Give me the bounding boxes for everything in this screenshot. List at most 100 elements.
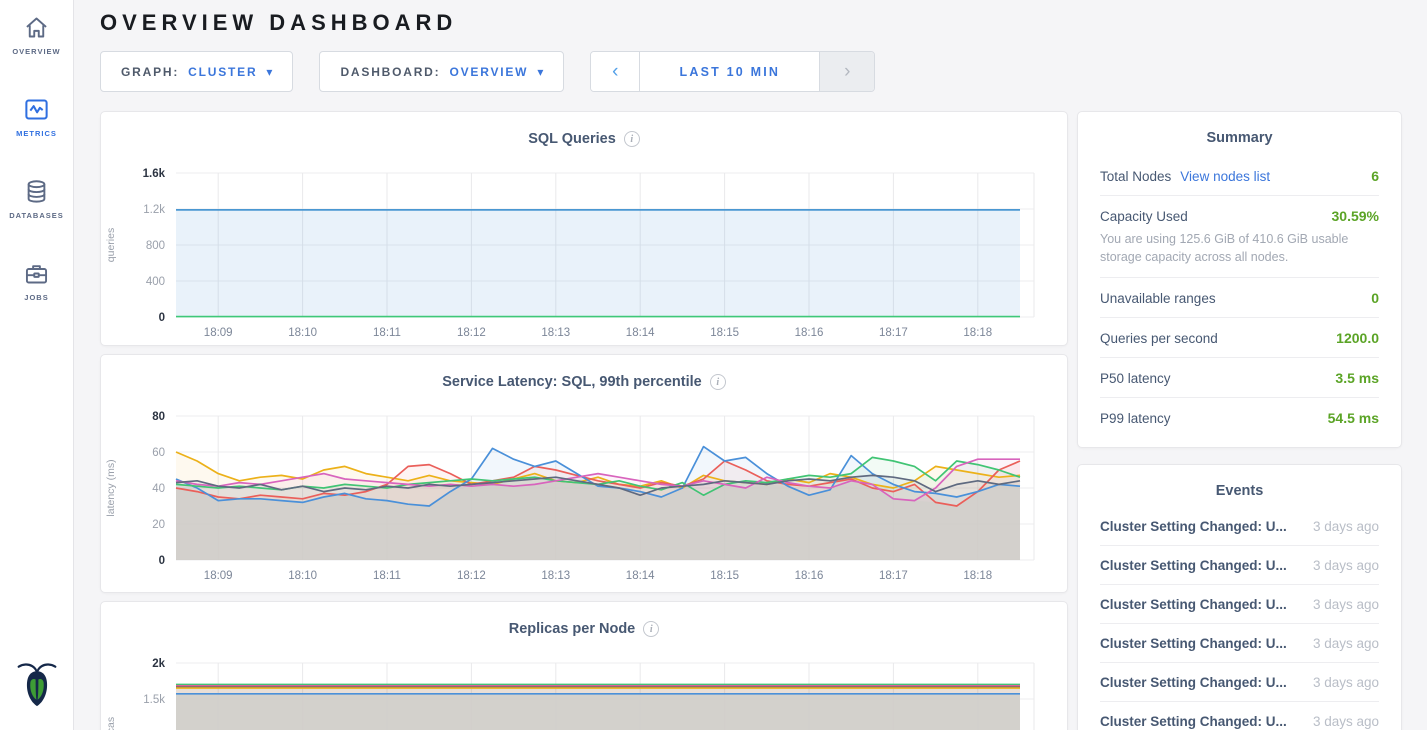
summary-row: P99 latency 54.5 ms (1100, 398, 1379, 437)
sidebar-item-overview[interactable]: OVERVIEW (9, 0, 64, 56)
time-range-selector: ‹ LAST 10 MIN › (590, 51, 876, 92)
summary-row-value: 30.59% (1331, 208, 1379, 224)
summary-row-value: 54.5 ms (1327, 410, 1379, 427)
svg-text:18:11: 18:11 (373, 327, 401, 339)
events-title: Events (1215, 483, 1264, 500)
svg-text:replicas: replicas (105, 717, 117, 730)
event-row[interactable]: Cluster Setting Changed: U... 3 days ago (1100, 507, 1379, 547)
svg-text:18:18: 18:18 (963, 570, 992, 582)
event-time: 3 days ago (1312, 713, 1379, 729)
event-text: Cluster Setting Changed: U... (1100, 635, 1287, 651)
svg-text:18:16: 18:16 (795, 327, 824, 339)
summary-row-label: P50 latency (1100, 371, 1171, 387)
chart-panel-2: Replicas per Node i 05001k1.5k2k18:0918:10… (100, 601, 1068, 730)
summary-rows: Total Nodes View nodes list 6 Capacity Used… (1100, 156, 1379, 437)
event-time: 3 days ago (1312, 518, 1379, 534)
event-row[interactable]: Cluster Setting Changed: U... 3 days ago (1100, 585, 1379, 625)
svg-text:18:09: 18:09 (204, 570, 233, 582)
svg-text:18:12: 18:12 (457, 570, 486, 582)
summary-row-label: Unavailable ranges (1100, 291, 1216, 307)
summary-row: Unavailable ranges 0 (1100, 278, 1379, 319)
cockroachdb-logo[interactable] (15, 659, 59, 716)
svg-text:18:12: 18:12 (457, 327, 486, 339)
dashboard-content: SQL Queries i 0 400 800 1.2k 1.6k 18:09 18:10 18:… (100, 111, 1427, 730)
time-range-value[interactable]: LAST 10 MIN (639, 52, 821, 91)
summary-row-label: Total Nodes (1100, 169, 1172, 184)
info-icon[interactable]: i (643, 621, 660, 637)
time-range-prev-button[interactable]: ‹ (591, 52, 640, 91)
side-column: Summary Total Nodes View nodes list 6 Capac… (1077, 111, 1402, 730)
chevron-down-icon: ▾ (266, 64, 273, 79)
svg-text:18:10: 18:10 (288, 570, 317, 582)
sidebar-item-label: DATABASES (9, 211, 64, 220)
svg-text:18:14: 18:14 (626, 327, 655, 339)
sidebar-item-label: OVERVIEW (12, 47, 61, 56)
chevron-down-icon: ▾ (537, 64, 544, 79)
sidebar-item-metrics[interactable]: METRICS (9, 82, 64, 138)
event-text: Cluster Setting Changed: U... (1100, 596, 1287, 612)
svg-text:18:14: 18:14 (626, 570, 655, 582)
chart-panel-1: Service Latency: SQL, 99th percentile i 0 2… (100, 354, 1068, 593)
summary-row-value: 0 (1371, 290, 1379, 307)
briefcase-icon (23, 260, 50, 287)
svg-text:latency (ms): latency (ms) (105, 459, 117, 516)
summary-row-label: Queries per second (1100, 331, 1218, 347)
events-rows: Cluster Setting Changed: U... 3 days ago C… (1100, 507, 1379, 730)
event-time: 3 days ago (1312, 635, 1379, 651)
svg-text:queries: queries (105, 228, 117, 262)
info-icon[interactable]: i (709, 374, 726, 390)
svg-text:60: 60 (152, 447, 165, 459)
chart-canvas[interactable]: 05001k1.5k2k18:0918:1018:1118:1218:1318:… (101, 651, 1067, 730)
dashboard-dropdown[interactable]: DASHBOARD: OVERVIEW ▾ (319, 51, 565, 92)
svg-text:18:17: 18:17 (879, 327, 908, 339)
event-row[interactable]: Cluster Setting Changed: U... 3 days ago (1100, 624, 1379, 664)
sidebar-item-label: METRICS (16, 129, 57, 138)
chart-canvas[interactable]: 0 20 40 60 80 18:09 18:10 18:11 18:12 18:13 18:14 1… (101, 404, 1067, 586)
svg-text:80: 80 (152, 411, 165, 423)
svg-text:18:15: 18:15 (710, 327, 739, 339)
svg-text:18:15: 18:15 (710, 570, 739, 582)
info-icon[interactable]: i (623, 131, 640, 147)
page-title: OVERVIEW DASHBOARD (100, 10, 458, 35)
svg-text:18:13: 18:13 (541, 327, 570, 339)
svg-text:1.2k: 1.2k (143, 204, 165, 216)
svg-text:18:13: 18:13 (541, 570, 570, 582)
chart-canvas[interactable]: 0 400 800 1.2k 1.6k 18:09 18:10 18:11 18:12 18:13… (101, 161, 1067, 343)
summary-row-value: 3.5 ms (1335, 370, 1379, 387)
svg-text:18:18: 18:18 (963, 327, 992, 339)
time-range-next-button[interactable]: › (820, 52, 875, 91)
summary-row-value: 1200.0 (1336, 330, 1379, 347)
sidebar-nav: OVERVIEW METRICS DATABASES JOBS (9, 0, 64, 302)
svg-text:18:11: 18:11 (373, 570, 401, 582)
chart-title: Service Latency: SQL, 99th percentile (442, 374, 702, 390)
summary-title: Summary (1206, 130, 1273, 146)
svg-text:20: 20 (152, 519, 165, 531)
chart-title: Replicas per Node (508, 621, 636, 637)
svg-text:0: 0 (159, 555, 165, 567)
svg-text:40: 40 (152, 483, 165, 495)
graph-dropdown-label: GRAPH: (121, 64, 180, 79)
event-row[interactable]: Cluster Setting Changed: U... 3 days ago (1100, 546, 1379, 586)
summary-row: Total Nodes View nodes list 6 (1100, 156, 1379, 196)
svg-text:400: 400 (146, 276, 165, 288)
view-nodes-link[interactable]: View nodes list (1180, 169, 1271, 184)
summary-row: Queries per second 1200.0 (1100, 318, 1379, 359)
chart-panel-0: SQL Queries i 0 400 800 1.2k 1.6k 18:09 18:10 18:… (100, 111, 1068, 346)
sidebar-item-label: JOBS (24, 293, 49, 302)
svg-text:18:16: 18:16 (795, 570, 824, 582)
summary-row-label: P99 latency (1100, 411, 1171, 427)
summary-row-label: Capacity Used (1100, 209, 1188, 224)
event-row[interactable]: Cluster Setting Changed: U... 3 days ago (1100, 663, 1379, 703)
svg-text:0: 0 (159, 312, 165, 324)
charts-column: SQL Queries i 0 400 800 1.2k 1.6k 18:09 18:10 18:… (100, 111, 1068, 730)
svg-text:18:10: 18:10 (288, 327, 317, 339)
graph-dropdown[interactable]: GRAPH: CLUSTER ▾ (100, 51, 294, 92)
summary-row-note: You are using 125.6 GiB of 410.6 GiB usa… (1100, 232, 1349, 265)
svg-text:1.6k: 1.6k (143, 168, 166, 180)
summary-row: Capacity Used 30.59% You are using 125.6 G… (1100, 196, 1379, 279)
main-content: OVERVIEW DASHBOARD GRAPH: CLUSTER ▾ DASH… (74, 0, 1427, 730)
event-row[interactable]: Cluster Setting Changed: U... 3 days ago (1100, 702, 1379, 730)
sidebar-item-databases[interactable]: DATABASES (9, 164, 64, 220)
sidebar-item-jobs[interactable]: JOBS (9, 246, 64, 302)
events-panel: Events Cluster Setting Changed: U... 3 da… (1077, 464, 1402, 730)
